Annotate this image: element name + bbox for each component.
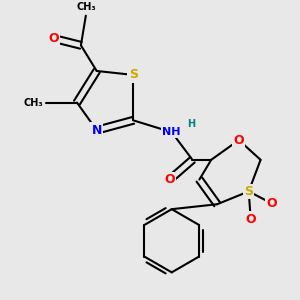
Text: S: S [244,185,253,198]
Text: O: O [266,197,277,210]
Text: O: O [164,173,175,186]
Text: CH₃: CH₃ [76,2,96,12]
Text: S: S [129,68,138,81]
Text: H: H [188,119,196,129]
Text: O: O [245,212,256,226]
Text: NH: NH [163,127,181,137]
Text: N: N [92,124,102,137]
Text: O: O [48,32,58,45]
Text: O: O [233,134,244,147]
Text: CH₃: CH₃ [24,98,44,108]
